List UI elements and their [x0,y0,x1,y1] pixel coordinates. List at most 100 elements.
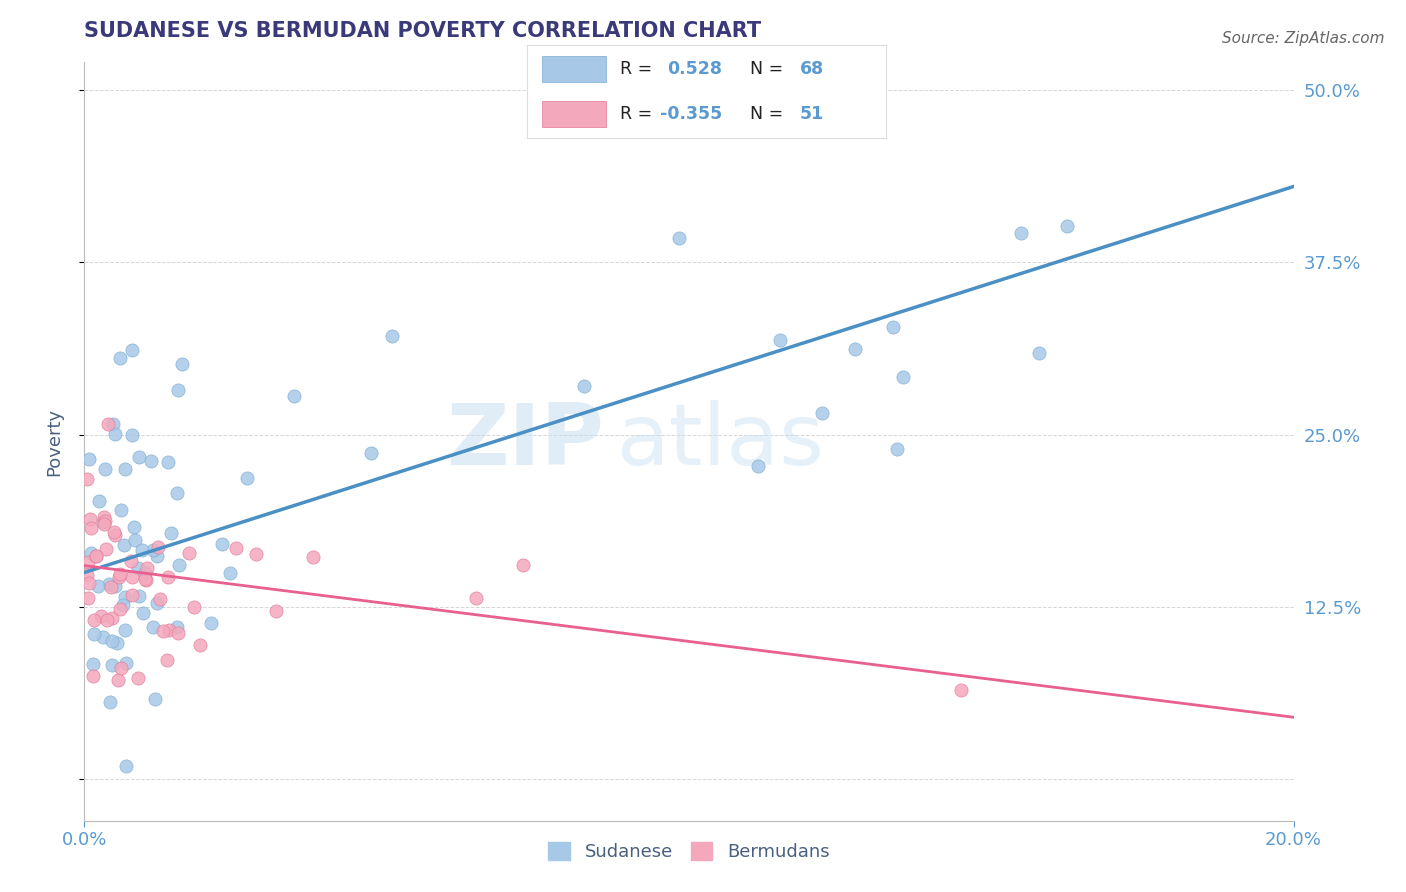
Point [157,623,180,637]
Point [93,510,115,524]
Point [90,608,112,623]
Point [141,454,163,468]
Point [156,653,179,667]
Point [301,550,323,565]
Point [104,578,127,592]
Point [146,549,169,563]
Point [91,630,114,644]
Point [811,406,834,420]
Point [87,578,110,592]
Point [149,591,172,606]
Point [167,383,190,397]
Text: ZIP: ZIP [447,400,605,483]
Point [166,486,188,500]
Point [1011,226,1033,240]
Point [77,576,100,591]
Point [97,417,120,432]
Text: 68: 68 [800,60,824,78]
Point [103,524,125,539]
Point [107,570,129,584]
Point [110,661,132,675]
Point [108,602,131,616]
Point [127,561,149,575]
Text: R =: R = [620,105,652,123]
Text: 0.528: 0.528 [666,60,723,78]
Point [145,596,167,610]
Point [101,657,124,672]
Point [135,561,157,575]
Point [79,512,101,526]
Point [101,417,124,432]
Point [142,619,165,633]
Point [112,538,135,552]
Point [512,558,534,572]
Point [950,682,973,697]
Point [188,638,211,652]
Point [128,589,150,603]
Point [82,669,104,683]
Point [77,555,100,569]
Point [100,634,122,648]
Legend: Sudanese, Bermudans: Sudanese, Bermudans [541,835,837,869]
Point [77,451,100,466]
Text: 51: 51 [800,105,824,123]
Point [122,520,145,534]
Point [121,588,143,602]
Point [121,428,143,442]
Point [148,541,170,555]
Point [167,558,190,572]
Point [96,614,118,628]
Point [142,543,165,558]
Point [91,515,114,529]
Point [110,351,132,365]
Point [121,570,143,584]
Point [886,442,908,457]
FancyBboxPatch shape [541,56,606,82]
Point [769,334,792,348]
Point [114,759,136,773]
Point [93,516,115,531]
Y-axis label: Poverty: Poverty [45,408,63,475]
Point [107,673,129,687]
Point [82,657,104,671]
Point [157,455,180,469]
Point [264,605,287,619]
Text: N =: N = [749,60,783,78]
Point [225,541,247,556]
Point [572,379,595,393]
Point [94,462,117,476]
Point [98,695,121,709]
Point [381,329,404,343]
Point [97,576,120,591]
Point [84,549,107,563]
Point [76,568,98,582]
Point [80,546,103,560]
Point [94,542,117,557]
Point [115,656,138,670]
Point [1056,219,1078,234]
Point [128,450,150,465]
Point [152,624,174,639]
Point [84,549,107,563]
Point [83,627,105,641]
Point [114,623,136,637]
Point [100,580,122,594]
Point [110,503,132,517]
Point [80,521,103,535]
Point [83,613,105,627]
Point [135,573,157,587]
Point [668,231,690,245]
Point [891,370,914,384]
Point [166,620,188,634]
Point [844,343,866,357]
Text: R =: R = [620,60,652,78]
Point [236,471,259,485]
Point [104,527,127,541]
Point [134,566,156,580]
Point [114,590,136,604]
Point [160,525,183,540]
Text: -0.355: -0.355 [659,105,723,123]
Point [219,566,242,581]
Point [131,542,153,557]
Text: atlas: atlas [616,400,824,483]
